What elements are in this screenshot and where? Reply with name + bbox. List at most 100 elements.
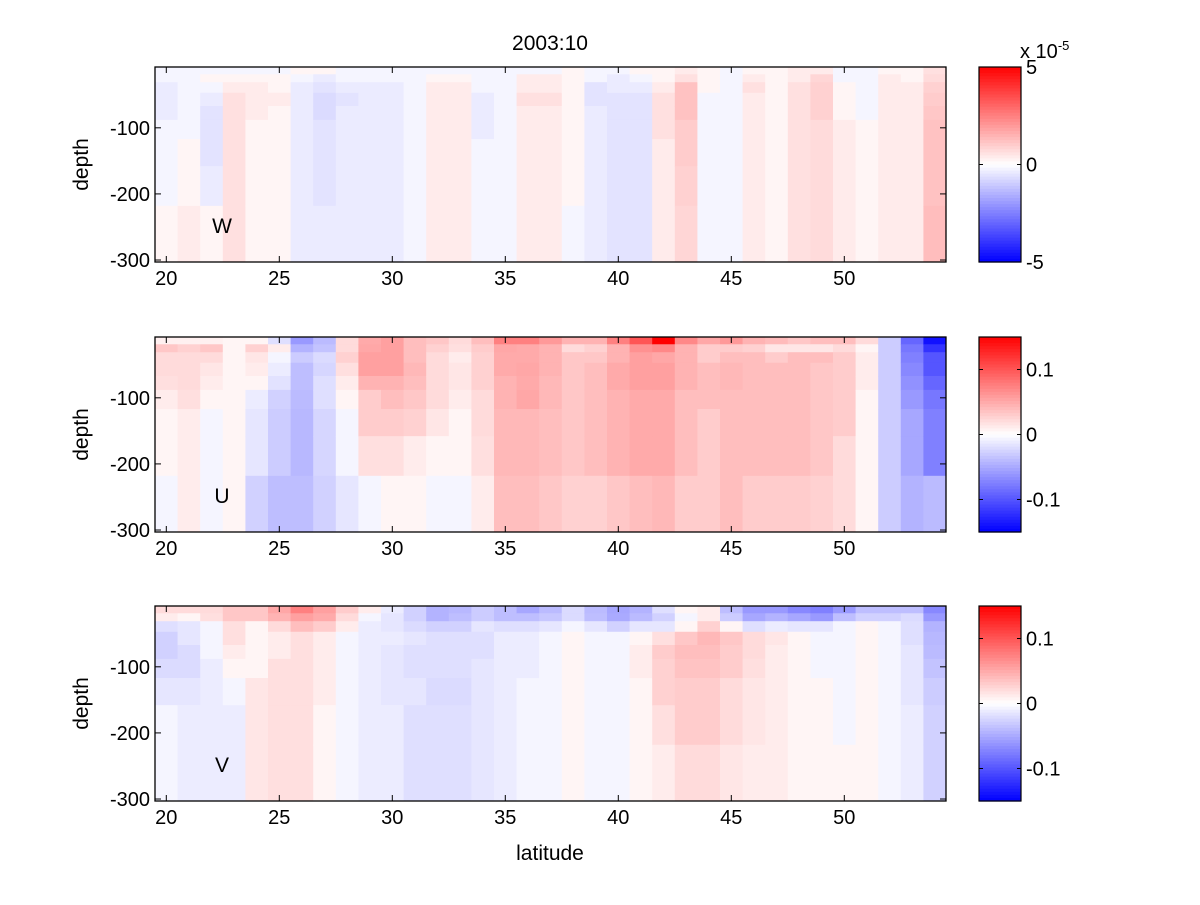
heatmap-cell bbox=[200, 205, 224, 263]
heatmap-cell bbox=[313, 352, 337, 364]
x-axis-label: latitude bbox=[516, 842, 584, 865]
heatmap-cell bbox=[313, 658, 337, 679]
heatmap-cell bbox=[245, 119, 269, 140]
heatmap-cell bbox=[268, 74, 292, 83]
heatmap-cell bbox=[381, 436, 405, 477]
heatmap-cell bbox=[742, 744, 766, 802]
heatmap-cell bbox=[878, 362, 902, 377]
heatmap-cell bbox=[335, 376, 359, 391]
heatmap-cell bbox=[200, 362, 224, 377]
heatmap-cell bbox=[381, 205, 405, 263]
heatmap-cell bbox=[494, 74, 518, 83]
heatmap-cell bbox=[629, 106, 653, 121]
heatmap-cell bbox=[222, 74, 246, 83]
heatmap-cell bbox=[652, 645, 676, 660]
colorbar-swatch bbox=[979, 685, 1021, 689]
colorbar-swatch bbox=[979, 663, 1021, 668]
heatmap-cell bbox=[923, 352, 947, 364]
heatmap-cell bbox=[787, 389, 811, 410]
colorbar-swatch bbox=[979, 79, 1021, 83]
heatmap-cell bbox=[539, 139, 563, 167]
heatmap-cell bbox=[155, 678, 179, 706]
colorbar-swatch bbox=[979, 179, 1021, 184]
heatmap-cell bbox=[697, 606, 721, 614]
heatmap-cell bbox=[539, 362, 563, 377]
heatmap-cell bbox=[561, 205, 585, 263]
colorbar-swatch bbox=[979, 461, 1021, 466]
colorbar-swatch bbox=[979, 404, 1021, 408]
colorbar-swatch bbox=[979, 673, 1021, 677]
heatmap-cell bbox=[629, 74, 653, 83]
heatmap-cell bbox=[539, 475, 563, 533]
heatmap-cell bbox=[268, 744, 292, 802]
heatmap-cell bbox=[561, 166, 585, 207]
heatmap-cell bbox=[561, 389, 585, 410]
heatmap-cell bbox=[516, 658, 540, 679]
heatmap-cell bbox=[290, 376, 314, 391]
heatmap-cell bbox=[313, 678, 337, 706]
colorbar-swatch bbox=[979, 639, 1021, 644]
heatmap-cell bbox=[652, 139, 676, 167]
colorbar-swatch bbox=[979, 349, 1021, 353]
heatmap-cell bbox=[629, 67, 653, 75]
heatmap-cell bbox=[584, 92, 608, 107]
heatmap-cell bbox=[290, 67, 314, 75]
heatmap-cell bbox=[900, 82, 924, 94]
heatmap-cell bbox=[516, 67, 540, 75]
heatmap-cell bbox=[471, 705, 495, 746]
heatmap-cell bbox=[878, 352, 902, 364]
heatmap-cell bbox=[403, 139, 427, 167]
heatmap-cell bbox=[403, 621, 427, 633]
heatmap-cell bbox=[155, 389, 179, 410]
heatmap-cell bbox=[516, 362, 540, 377]
heatmap-cell bbox=[155, 658, 179, 679]
heatmap-cell bbox=[155, 409, 179, 437]
colorbar-swatch bbox=[979, 743, 1021, 747]
heatmap-cell bbox=[855, 645, 879, 660]
heatmap-cell bbox=[697, 139, 721, 167]
heatmap-cell bbox=[177, 613, 201, 622]
colorbar-swatch bbox=[979, 633, 1021, 638]
heatmap-cell bbox=[697, 613, 721, 622]
colorbar-swatch bbox=[979, 207, 1021, 211]
heatmap-cell bbox=[516, 74, 540, 83]
heatmap-cell bbox=[674, 744, 698, 802]
heatmap-cell bbox=[245, 705, 269, 746]
heatmap-cell bbox=[607, 621, 631, 633]
heatmap-cell bbox=[290, 106, 314, 121]
heatmap-cell bbox=[855, 344, 879, 353]
heatmap-cell bbox=[855, 678, 879, 706]
heatmap-cell bbox=[222, 658, 246, 679]
heatmap-cell bbox=[652, 744, 676, 802]
colorbar-swatch bbox=[979, 697, 1021, 702]
heatmap-cell bbox=[403, 475, 427, 533]
heatmap-cell bbox=[448, 436, 472, 477]
heatmap-cell bbox=[222, 606, 246, 614]
heatmap-cell bbox=[471, 337, 495, 345]
colorbar-swatch bbox=[979, 234, 1021, 239]
heatmap-cell bbox=[629, 606, 653, 614]
colorbar-swatch bbox=[979, 127, 1021, 132]
colorbar-tick-label: 0 bbox=[1026, 155, 1037, 177]
heatmap-cell bbox=[787, 744, 811, 802]
heatmap-cell bbox=[833, 744, 857, 802]
heatmap-cell bbox=[697, 645, 721, 660]
heatmap-cell bbox=[177, 74, 201, 83]
heatmap-cell bbox=[335, 744, 359, 802]
heatmap-cell bbox=[607, 436, 631, 477]
heatmap-cell bbox=[381, 645, 405, 660]
heatmap-cell bbox=[200, 621, 224, 633]
colorbar-swatch bbox=[979, 486, 1021, 490]
colorbar-swatch bbox=[979, 385, 1021, 390]
heatmap-cell bbox=[245, 352, 269, 364]
heatmap-cell bbox=[494, 205, 518, 263]
heatmap-cell bbox=[629, 658, 653, 679]
heatmap-cell bbox=[403, 344, 427, 353]
heatmap-cell bbox=[471, 119, 495, 140]
heatmap-cell bbox=[833, 82, 857, 94]
colorbar-swatch bbox=[979, 373, 1021, 378]
colorbar-swatch bbox=[979, 630, 1021, 635]
heatmap-cell bbox=[652, 106, 676, 121]
heatmap-cell bbox=[652, 658, 676, 679]
heatmap-cell bbox=[584, 119, 608, 140]
